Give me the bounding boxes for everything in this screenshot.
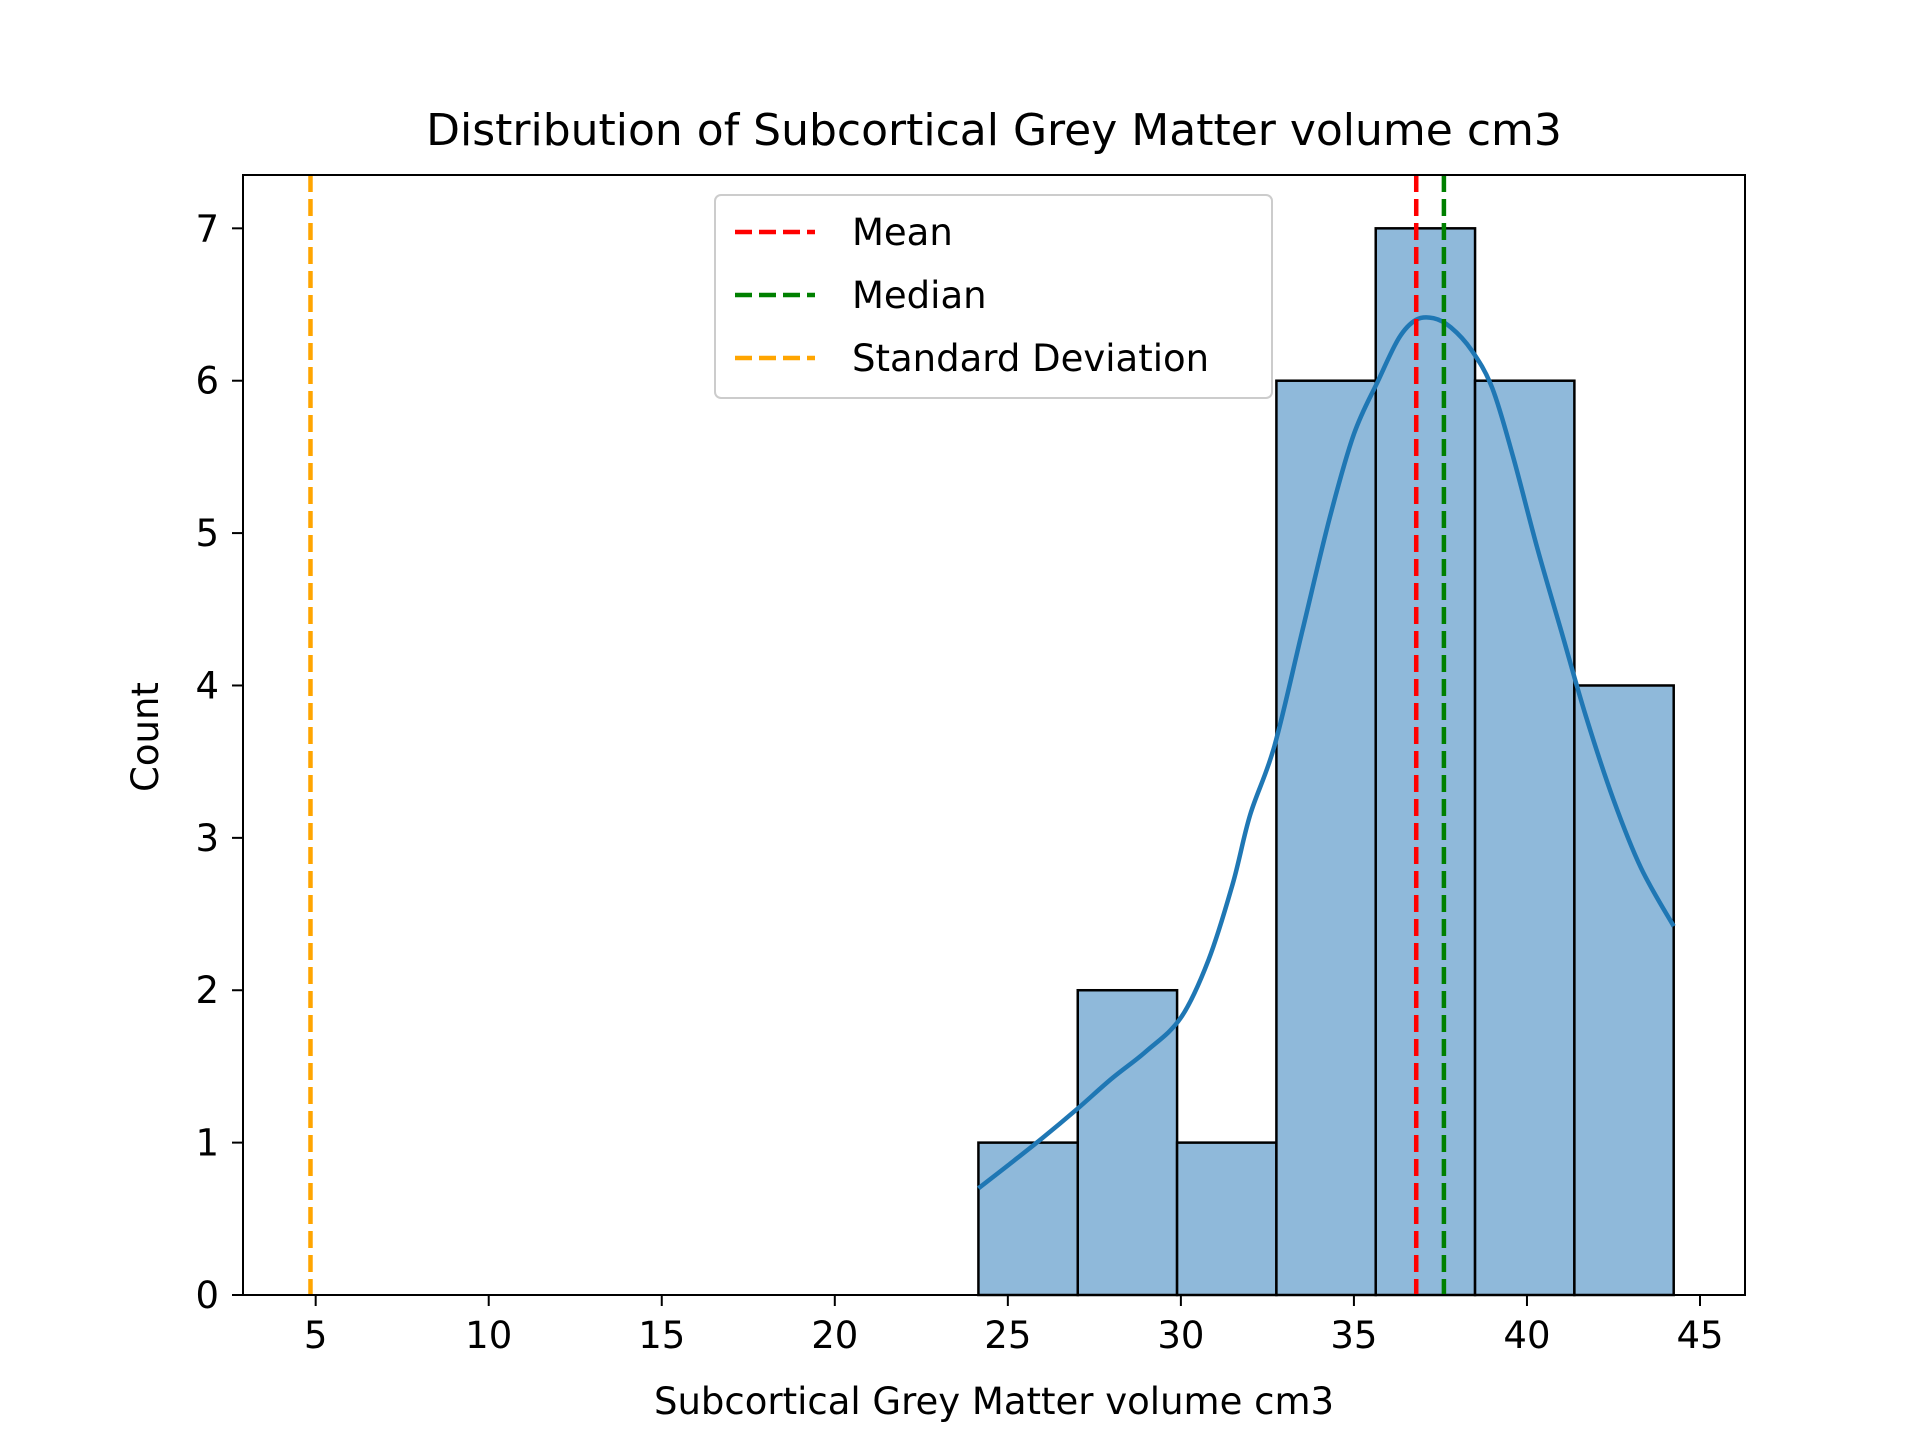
x-tick-label: 5 xyxy=(304,1314,328,1357)
y-tick-label: 3 xyxy=(195,817,219,860)
y-tick-label: 0 xyxy=(195,1274,219,1317)
kde-curve xyxy=(977,315,1676,1191)
histogram-bar xyxy=(1473,379,1576,1297)
y-axis-ticks: 0 1 2 3 4 5 6 7 xyxy=(195,207,243,1317)
plot-frame xyxy=(242,174,1746,1296)
x-tick-label: 45 xyxy=(1676,1314,1723,1357)
y-tick-label: 4 xyxy=(195,664,219,707)
x-tick-label: 15 xyxy=(638,1314,685,1357)
x-tick-label: 35 xyxy=(1330,1314,1377,1357)
chart-title: Distribution of Subcortical Grey Matter … xyxy=(426,105,1562,156)
legend-label-median: Median xyxy=(852,274,987,317)
y-tick-label: 7 xyxy=(195,207,219,250)
chart-legend: Mean Median Standard Deviation xyxy=(714,194,1273,399)
x-tick-label: 25 xyxy=(984,1314,1031,1357)
histogram-bar xyxy=(1573,684,1675,1297)
y-tick-label: 1 xyxy=(195,1122,219,1165)
histogram-bar xyxy=(1374,227,1477,1297)
x-tick-label: 10 xyxy=(465,1314,512,1357)
legend-label-standard-deviation: Standard Deviation xyxy=(852,337,1209,380)
y-tick-label: 5 xyxy=(195,512,219,555)
histogram-bars xyxy=(977,227,1675,1297)
legend-box xyxy=(714,194,1273,399)
y-tick-label: 6 xyxy=(195,360,219,403)
histogram-bar xyxy=(1175,1141,1278,1297)
legend-label-mean: Mean xyxy=(852,211,953,254)
x-tick-label: 20 xyxy=(811,1314,858,1357)
x-tick-label: 30 xyxy=(1157,1314,1204,1357)
x-axis-label: Subcortical Grey Matter volume cm3 xyxy=(654,1380,1334,1423)
y-tick-label: 2 xyxy=(195,969,219,1012)
histogram-bar xyxy=(977,1141,1080,1297)
x-axis-ticks: 5 10 15 20 25 30 35 40 45 xyxy=(304,1295,1724,1357)
reference-lines xyxy=(308,175,1447,1295)
y-axis-label: Count xyxy=(124,682,167,792)
kde-curve-group xyxy=(977,315,1676,1191)
histogram-bar xyxy=(1275,379,1377,1297)
x-tick-label: 40 xyxy=(1503,1314,1550,1357)
